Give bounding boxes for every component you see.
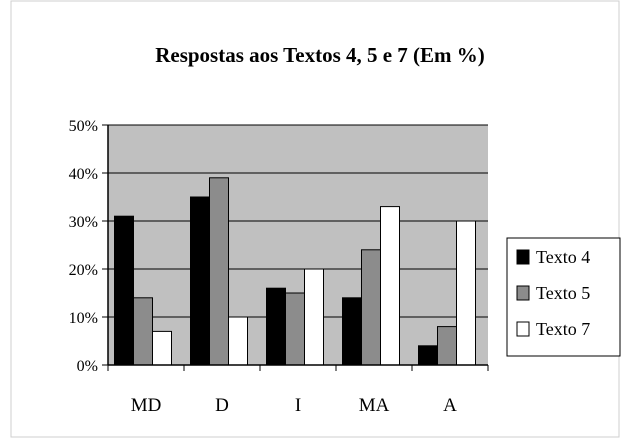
x-tick-label: A <box>443 395 457 416</box>
y-tick-label: 10% <box>69 310 98 327</box>
y-tick-label: 0% <box>77 358 98 375</box>
legend: Texto 4 Texto 5 Texto 7 <box>506 237 621 357</box>
bar-texto-5-d <box>209 177 229 366</box>
bar-texto-4-md <box>114 215 134 366</box>
y-tick-label: 50% <box>69 118 98 135</box>
bar-texto-7-i <box>304 268 324 366</box>
x-tick-label: MD <box>131 395 162 416</box>
axes <box>102 124 489 371</box>
y-tick-label: 30% <box>69 214 98 231</box>
bar-texto-4-ma <box>342 297 362 366</box>
legend-label-texto-5: Texto 5 <box>536 283 590 303</box>
chart-title: Respostas aos Textos 4, 5 e 7 (Em %) <box>155 43 485 67</box>
x-tick-label: MA <box>359 395 390 416</box>
bar-texto-4-a <box>418 345 438 366</box>
y-tick-label: 40% <box>69 166 98 183</box>
bar-texto-7-ma <box>380 206 400 366</box>
bar-texto-5-i <box>285 292 305 366</box>
y-tick-labels: 0% 10% 20% 30% 40% 50% <box>69 118 98 375</box>
legend-swatch-texto-7 <box>516 321 530 337</box>
legend-swatch-texto-4 <box>516 249 530 265</box>
x-tick-label: I <box>295 395 301 416</box>
bars <box>114 177 476 366</box>
bar-texto-5-a <box>437 326 457 366</box>
bar-texto-5-md <box>133 297 153 366</box>
x-tick-label: D <box>215 395 229 416</box>
gridlines <box>108 124 488 318</box>
legend-swatch-texto-5 <box>516 285 530 301</box>
bar-texto-7-a <box>456 220 476 366</box>
chart-border <box>10 0 620 438</box>
bar-texto-4-d <box>190 196 210 366</box>
bar-texto-7-md <box>152 330 172 366</box>
legend-label-texto-7: Texto 7 <box>536 319 590 339</box>
bar-texto-7-d <box>228 316 248 366</box>
y-tick-label: 20% <box>69 262 98 279</box>
bar-texto-5-ma <box>361 249 381 366</box>
x-tick-labels: MD D I MA A <box>131 395 457 416</box>
legend-label-texto-4: Texto 4 <box>536 247 590 267</box>
bar-texto-4-i <box>266 287 286 366</box>
